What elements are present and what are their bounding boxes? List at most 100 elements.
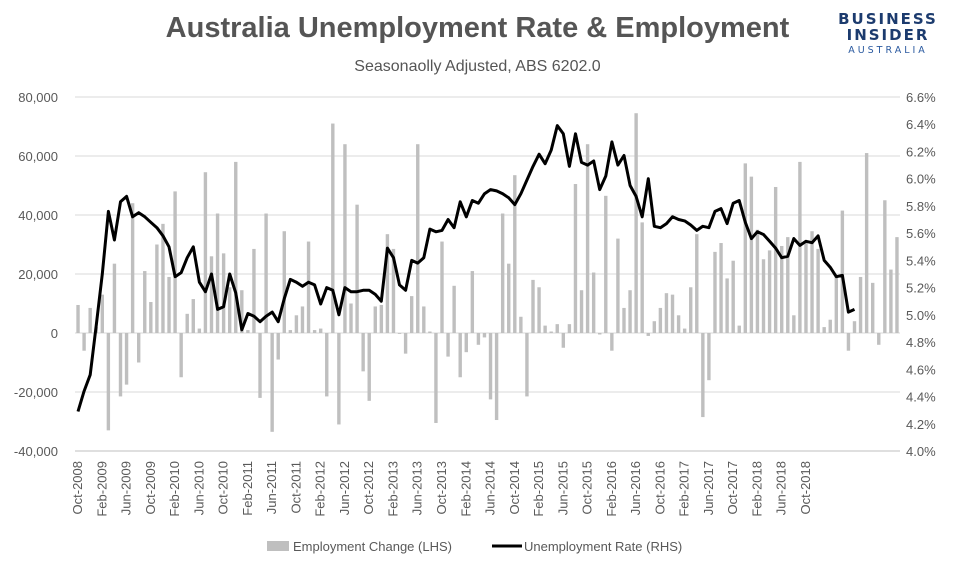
employment-bar bbox=[76, 304, 80, 333]
employment-bar bbox=[640, 222, 644, 333]
employment-bar bbox=[361, 333, 365, 372]
employment-bar bbox=[628, 290, 632, 333]
x-tick-label: Oct-2008 bbox=[70, 461, 85, 514]
x-tick-label: Feb-2014 bbox=[458, 461, 473, 517]
employment-bar bbox=[670, 294, 675, 333]
employment-bar bbox=[488, 333, 493, 400]
employment-bar bbox=[452, 285, 456, 333]
y-left-tick-label: 80,000 bbox=[18, 90, 58, 105]
x-tick-label: Oct-2013 bbox=[434, 461, 449, 514]
employment-bar bbox=[288, 330, 293, 333]
employment-bar bbox=[585, 144, 590, 333]
x-tick-label: Jun-2011 bbox=[264, 461, 279, 514]
employment-bar bbox=[695, 234, 699, 333]
employment-bar bbox=[221, 253, 226, 333]
employment-bar bbox=[555, 324, 559, 333]
employment-bar bbox=[409, 296, 414, 333]
logo-line-1: BUSINESS bbox=[838, 10, 938, 28]
y-left-tick-label: 20,000 bbox=[18, 267, 58, 282]
x-tick-label: Jun-2017 bbox=[701, 461, 716, 515]
employment-bar bbox=[846, 333, 851, 351]
chart-title: Australia Unemployment Rate & Employment bbox=[165, 12, 790, 44]
employment-bar bbox=[864, 153, 869, 333]
x-tick-label: Feb-2012 bbox=[313, 461, 328, 517]
employment-bar bbox=[773, 186, 778, 333]
employment-bar bbox=[385, 234, 390, 333]
logo-line-3: AUSTRALIA bbox=[848, 45, 928, 56]
employment-bar bbox=[343, 144, 347, 333]
y-left-tick-label: -40,000 bbox=[14, 444, 58, 459]
employment-bar bbox=[240, 290, 244, 333]
employment-bar bbox=[561, 333, 566, 348]
employment-bar bbox=[227, 287, 232, 333]
employment-bar bbox=[88, 307, 92, 333]
employment-bar bbox=[525, 333, 529, 397]
employment-bar bbox=[707, 333, 711, 381]
x-tick-label: Oct-2012 bbox=[361, 461, 376, 514]
employment-bar bbox=[519, 316, 523, 333]
employment-bar bbox=[664, 293, 669, 333]
y-right-tick-label: 5.4% bbox=[906, 253, 936, 268]
logo-line-2: INSIDER bbox=[846, 26, 930, 44]
x-tick-label: Feb-2013 bbox=[386, 461, 401, 517]
employment-bar bbox=[895, 237, 899, 333]
y-right-tick-label: 6.2% bbox=[906, 144, 936, 159]
employment-bar bbox=[349, 303, 353, 333]
employment-bar bbox=[258, 333, 262, 398]
employment-bar bbox=[440, 241, 444, 333]
employment-bar bbox=[391, 248, 396, 333]
employment-bar bbox=[604, 195, 608, 333]
x-axis: Oct-2008 Feb-2009 Jun-2009 Oct-2009 Feb-2010… bbox=[70, 450, 900, 517]
employment-bar bbox=[786, 237, 790, 333]
employment-bar bbox=[871, 282, 875, 333]
employment-bar bbox=[658, 307, 663, 333]
x-tick-label: Oct-2015 bbox=[580, 461, 595, 514]
employment-bar bbox=[840, 210, 845, 333]
employment-bar bbox=[367, 333, 371, 401]
x-tick-label: Oct-2017 bbox=[725, 461, 740, 514]
employment-bar bbox=[676, 315, 681, 333]
employment-bar bbox=[500, 213, 505, 333]
x-tick-label: Jun-2013 bbox=[410, 461, 425, 515]
y-right-tick-label: 4.6% bbox=[906, 362, 936, 377]
employment-bar bbox=[100, 294, 104, 333]
y-left-tick-label: -20,000 bbox=[14, 385, 58, 400]
employment-bar bbox=[482, 333, 487, 338]
employment-bar bbox=[725, 278, 729, 333]
x-tick-label: Jun-2018 bbox=[774, 461, 789, 515]
employment-bar bbox=[428, 331, 432, 333]
employment-bars bbox=[76, 113, 899, 432]
y-right-tick-label: 6.4% bbox=[906, 117, 936, 132]
employment-bar bbox=[209, 256, 214, 333]
x-tick-label: Oct-2009 bbox=[143, 461, 158, 514]
employment-bar bbox=[179, 333, 183, 378]
employment-bar bbox=[112, 263, 117, 333]
employment-bar bbox=[155, 244, 159, 333]
employment-bar bbox=[877, 333, 881, 345]
employment-bar bbox=[82, 333, 86, 351]
employment-bar bbox=[294, 315, 299, 333]
employment-bar bbox=[434, 333, 438, 423]
employment-bar bbox=[252, 248, 256, 333]
employment-bar bbox=[379, 304, 384, 333]
employment-bar bbox=[355, 204, 359, 333]
employment-bar bbox=[312, 330, 317, 333]
x-tick-label: Feb-2011 bbox=[240, 461, 255, 516]
employment-bar bbox=[282, 231, 286, 333]
employment-bar bbox=[543, 325, 547, 333]
employment-bar bbox=[458, 333, 462, 378]
y-axis-left: -40,000 -20,000 0 20,000 40,000 60,000 80,000 bbox=[14, 90, 58, 459]
legend-label-bars: Employment Change (LHS) bbox=[293, 539, 452, 554]
employment-bar bbox=[124, 333, 129, 385]
employment-bar bbox=[476, 333, 481, 345]
employment-bar bbox=[834, 276, 839, 333]
employment-bar bbox=[622, 307, 626, 333]
unemployment-rate-line bbox=[76, 124, 856, 412]
legend: Employment Change (LHS) Unemployment Rat… bbox=[267, 539, 682, 554]
y-right-tick-label: 4.2% bbox=[906, 417, 936, 432]
y-left-tick-label: 0 bbox=[51, 326, 58, 341]
employment-bar bbox=[573, 184, 578, 333]
business-insider-logo: BUSINESS INSIDER AUSTRALIA bbox=[832, 12, 944, 56]
employment-bar bbox=[149, 302, 153, 333]
